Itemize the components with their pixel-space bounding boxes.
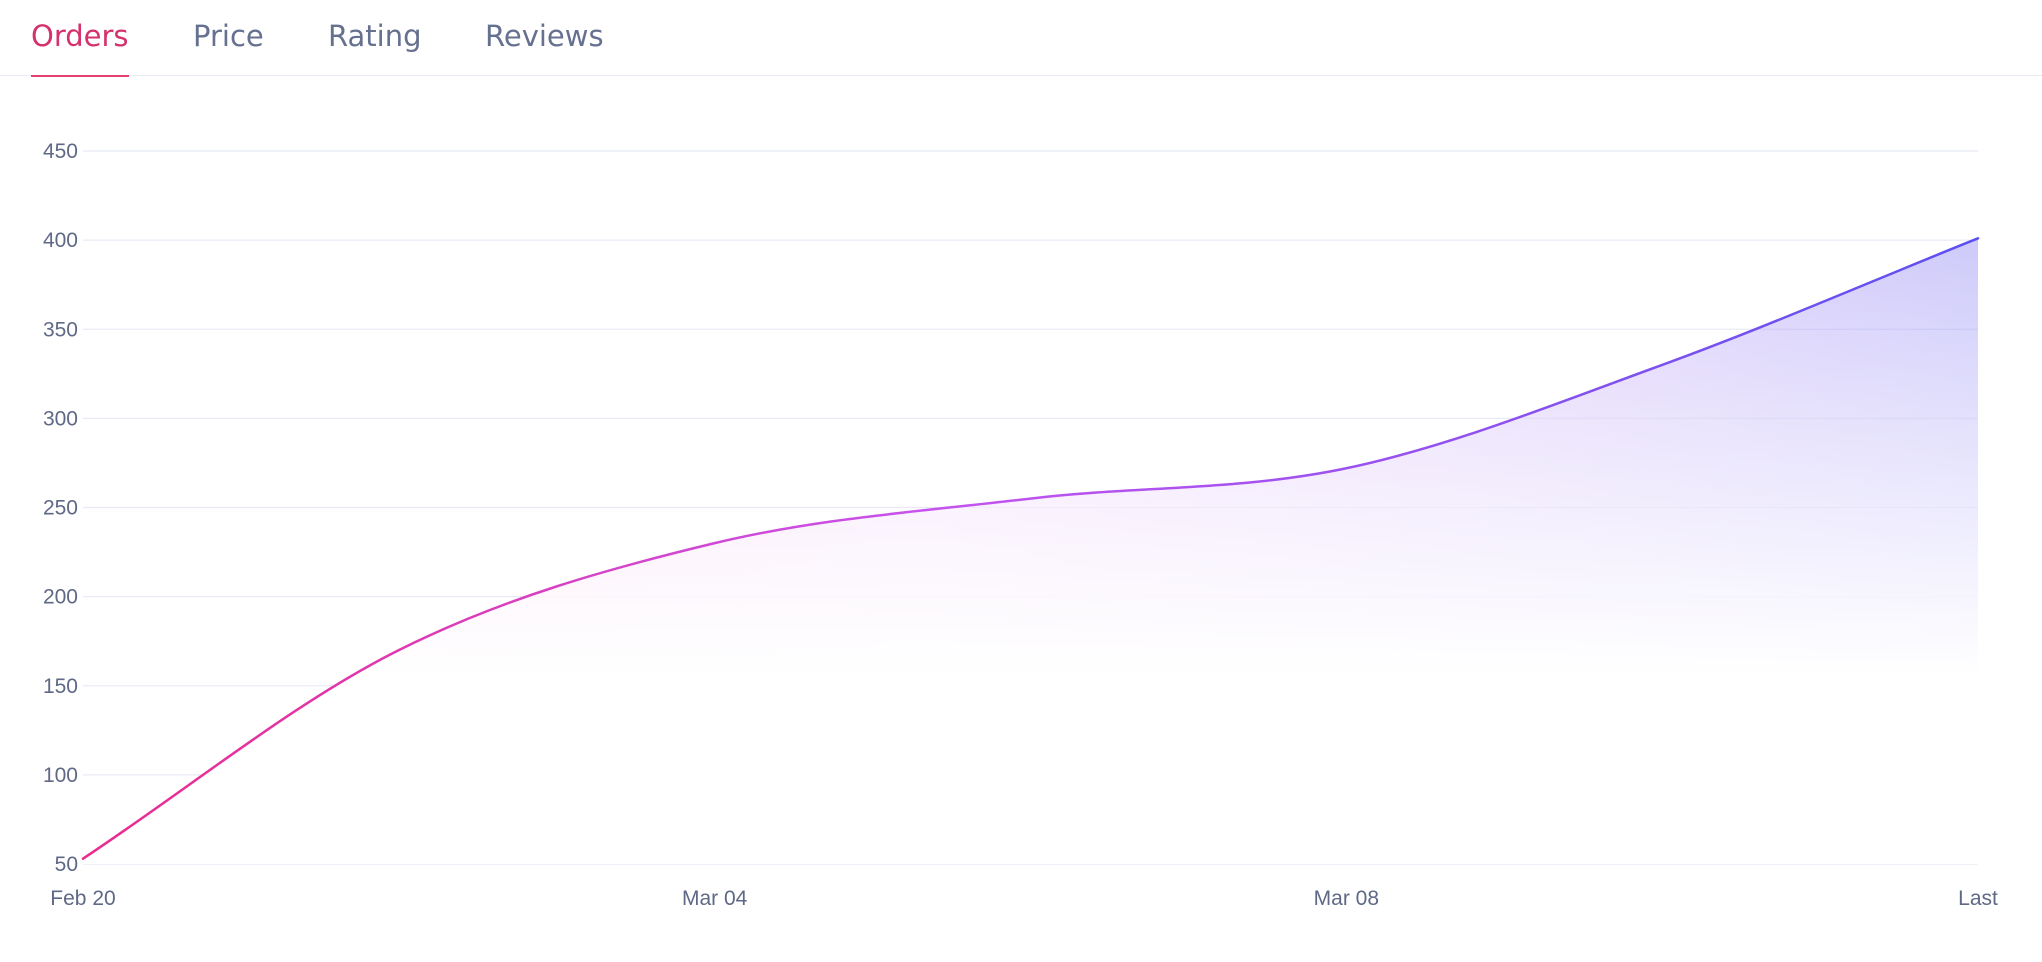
y-tick-label: 350 bbox=[43, 318, 78, 341]
y-tick-label: 200 bbox=[43, 586, 78, 609]
x-tick-label: Feb 20 bbox=[50, 887, 115, 910]
y-tick-label: 50 bbox=[55, 853, 78, 876]
orders-chart: 50 100 150 200 250 300 350 400 450 Feb 20 Mar 04 M… bbox=[43, 140, 1998, 910]
y-tick-label: 150 bbox=[43, 675, 78, 698]
y-axis-labels: 50 100 150 200 250 300 350 400 450 bbox=[43, 140, 78, 876]
y-tick-label: 400 bbox=[43, 229, 78, 252]
series-layer bbox=[81, 237, 1980, 864]
orders-series-area-fade bbox=[83, 238, 1978, 864]
x-axis-labels: Feb 20 Mar 04 Mar 08 Last bbox=[50, 887, 1998, 910]
y-tick-label: 100 bbox=[43, 764, 78, 787]
x-tick-label: Mar 04 bbox=[682, 887, 748, 910]
tab-bar: Orders Price Rating Reviews bbox=[0, 0, 2042, 77]
x-tick-label: Mar 08 bbox=[1314, 887, 1379, 910]
tab-rating[interactable]: Rating bbox=[328, 19, 422, 53]
y-tick-label: 450 bbox=[43, 140, 78, 163]
y-tick-label: 300 bbox=[43, 407, 78, 430]
orders-series-line bbox=[81, 237, 1980, 860]
tab-reviews[interactable]: Reviews bbox=[485, 19, 604, 53]
x-tick-label: Last bbox=[1958, 887, 1998, 910]
y-tick-label: 250 bbox=[43, 497, 78, 520]
tab-orders[interactable]: Orders bbox=[31, 0, 129, 77]
tab-price[interactable]: Price bbox=[193, 19, 264, 53]
